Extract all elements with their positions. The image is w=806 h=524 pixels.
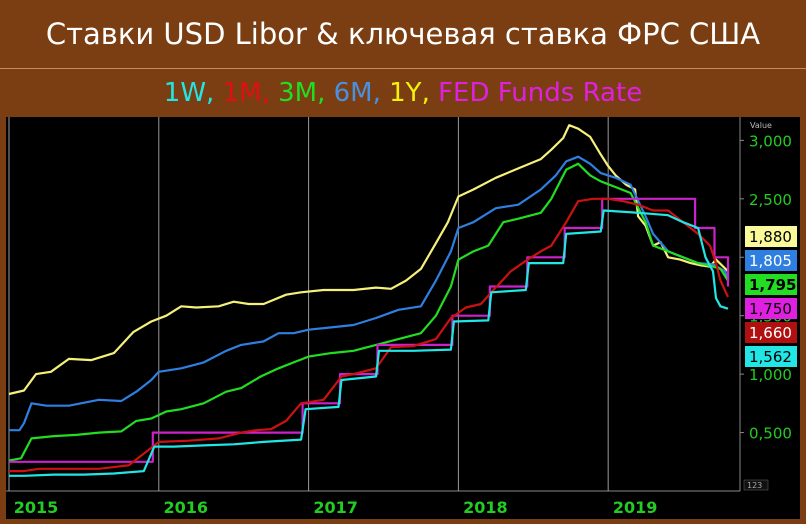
corner-box — [743, 479, 769, 491]
last-value-label-3m: 1,795 — [749, 276, 796, 294]
series-line-1y — [8, 124, 729, 396]
last-value-box-1w — [745, 346, 797, 367]
title-divider — [0, 68, 806, 69]
last-value-box-1m — [745, 322, 797, 343]
last-value-label-1m: 1,660 — [749, 324, 792, 342]
y-tick-label-1: 1,000 — [749, 366, 792, 384]
series-line-1m — [9, 197, 730, 473]
legend-item-7: , — [372, 78, 390, 108]
legend-item-8: 1Y — [389, 78, 422, 108]
series-line-3m — [8, 162, 729, 462]
chart-title: Ставки USD Libor & ключевая ставка ФРС С… — [45, 17, 761, 51]
x-tick-label-2019: 2019 — [613, 498, 658, 517]
last-value-label-6m: 1,805 — [749, 252, 792, 270]
last-value-label-1y: 1,880 — [749, 228, 792, 246]
legend-item-6: 6M — [333, 78, 373, 108]
last-value-box-6m — [745, 250, 797, 271]
legend-item-0: 1W — [163, 78, 207, 108]
value-axis-caption: Value — [750, 121, 772, 130]
legend: 1W, 1M, 3M, 6M, 1Y, FED Funds Rate — [0, 72, 806, 114]
last-value-box-fed-funds-rate — [745, 298, 797, 319]
legend-item-1: , — [206, 78, 223, 108]
series-line-1w — [9, 209, 729, 477]
legend-item-9: , — [421, 78, 439, 108]
legend-item-2: 1M — [222, 78, 262, 108]
last-value-label-fed-funds-rate: 1,750 — [749, 300, 792, 318]
y-tick-label-5: 3,000 — [749, 132, 792, 150]
corner-label: 123 — [747, 481, 762, 490]
last-value-box-1y — [745, 226, 797, 247]
x-tick-label-2015: 2015 — [14, 498, 59, 517]
legend-item-4: 3M — [278, 78, 318, 108]
y-tick-label-0: 0,500 — [749, 425, 792, 443]
legend-item-10: FED Funds Rate — [438, 78, 643, 108]
x-tick-label-2018: 2018 — [463, 498, 508, 517]
x-tick-label-2016: 2016 — [164, 498, 209, 517]
last-value-label-1w: 1,562 — [749, 348, 792, 366]
legend-item-3: , — [261, 78, 279, 108]
time-axis-panel — [6, 491, 800, 519]
x-tick-label-2017: 2017 — [313, 498, 358, 517]
last-value-box-3m — [745, 274, 797, 295]
legend-item-5: , — [317, 78, 334, 108]
series-line-6m — [9, 155, 730, 432]
plot-area — [6, 117, 740, 491]
y-tick-label-4: 2,500 — [749, 191, 792, 209]
